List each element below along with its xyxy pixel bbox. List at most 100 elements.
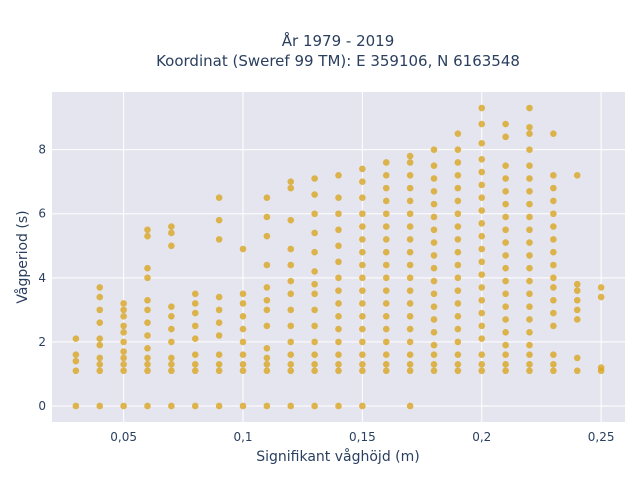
data-point[interactable]	[430, 367, 438, 375]
data-point[interactable]	[502, 351, 509, 359]
data-point[interactable]	[382, 184, 390, 192]
data-point[interactable]	[550, 361, 557, 368]
data-point[interactable]	[597, 293, 605, 301]
data-point[interactable]	[359, 287, 366, 294]
data-point[interactable]	[239, 338, 247, 346]
data-point[interactable]	[502, 162, 509, 169]
data-point[interactable]	[263, 296, 271, 304]
data-point[interactable]	[526, 130, 533, 137]
data-point[interactable]	[526, 104, 533, 112]
data-point[interactable]	[478, 207, 486, 214]
data-point[interactable]	[454, 338, 462, 346]
data-point[interactable]	[144, 232, 151, 240]
data-point[interactable]	[478, 271, 486, 278]
data-point[interactable]	[215, 351, 223, 359]
data-point[interactable]	[478, 220, 486, 227]
data-point[interactable]	[478, 284, 486, 291]
data-point[interactable]	[550, 223, 557, 230]
data-point[interactable]	[359, 165, 366, 173]
data-point[interactable]	[96, 284, 104, 291]
data-point[interactable]	[502, 290, 509, 298]
data-point[interactable]	[359, 236, 366, 243]
data-point[interactable]	[454, 351, 462, 359]
data-point[interactable]	[382, 197, 390, 205]
data-point[interactable]	[430, 351, 438, 359]
data-point[interactable]	[215, 361, 223, 368]
data-point[interactable]	[430, 200, 438, 208]
data-point[interactable]	[120, 338, 127, 346]
data-point[interactable]	[478, 322, 486, 330]
data-point[interactable]	[573, 172, 581, 179]
data-point[interactable]	[382, 236, 390, 243]
data-point[interactable]	[454, 210, 462, 218]
data-point[interactable]	[526, 264, 533, 272]
data-point[interactable]	[526, 303, 533, 310]
data-point[interactable]	[215, 293, 223, 301]
data-point[interactable]	[191, 290, 199, 298]
data-point[interactable]	[359, 351, 366, 359]
data-point[interactable]	[406, 261, 414, 269]
data-point[interactable]	[406, 351, 414, 359]
data-point[interactable]	[406, 325, 414, 333]
data-point[interactable]	[144, 367, 151, 375]
data-point[interactable]	[168, 229, 175, 237]
data-point[interactable]	[168, 338, 175, 346]
data-point[interactable]	[430, 277, 438, 285]
data-point[interactable]	[311, 268, 318, 275]
data-point[interactable]	[335, 258, 342, 266]
data-point[interactable]	[311, 210, 318, 218]
data-point[interactable]	[526, 213, 533, 221]
data-point[interactable]	[359, 402, 366, 410]
data-point[interactable]	[382, 361, 390, 368]
data-point[interactable]	[359, 312, 366, 320]
data-point[interactable]	[239, 290, 247, 298]
data-point[interactable]	[191, 367, 199, 375]
data-point[interactable]	[597, 284, 605, 291]
data-point[interactable]	[335, 312, 342, 320]
data-point[interactable]	[526, 200, 533, 208]
data-point[interactable]	[144, 361, 151, 368]
data-point[interactable]	[144, 402, 151, 410]
data-point[interactable]	[526, 277, 533, 285]
data-point[interactable]	[382, 248, 390, 256]
data-point[interactable]	[335, 172, 342, 179]
data-point[interactable]	[191, 309, 199, 317]
data-point[interactable]	[550, 210, 557, 218]
data-point[interactable]	[454, 146, 462, 153]
data-point[interactable]	[120, 312, 127, 320]
data-point[interactable]	[550, 172, 557, 179]
data-point[interactable]	[263, 213, 271, 221]
data-point[interactable]	[144, 345, 151, 352]
data-point[interactable]	[526, 341, 533, 349]
data-point[interactable]	[311, 338, 318, 346]
data-point[interactable]	[502, 226, 509, 234]
data-point[interactable]	[359, 210, 366, 218]
data-point[interactable]	[550, 322, 557, 330]
data-point[interactable]	[454, 312, 462, 320]
data-point[interactable]	[502, 328, 509, 336]
data-point[interactable]	[359, 178, 366, 186]
data-point[interactable]	[406, 287, 414, 294]
data-point[interactable]	[526, 123, 533, 131]
data-point[interactable]	[311, 367, 318, 375]
data-point[interactable]	[96, 361, 104, 368]
data-point[interactable]	[502, 188, 509, 195]
data-point[interactable]	[311, 361, 318, 368]
data-point[interactable]	[263, 367, 271, 375]
data-point[interactable]	[359, 361, 366, 368]
data-point[interactable]	[573, 367, 581, 375]
data-point[interactable]	[120, 361, 127, 368]
data-point[interactable]	[239, 312, 247, 320]
data-point[interactable]	[120, 306, 127, 314]
data-point[interactable]	[406, 361, 414, 368]
data-point[interactable]	[526, 316, 533, 323]
data-point[interactable]	[144, 296, 151, 304]
data-point[interactable]	[430, 290, 438, 298]
data-point[interactable]	[573, 280, 581, 288]
data-point[interactable]	[502, 133, 509, 141]
data-point[interactable]	[359, 338, 366, 346]
data-point[interactable]	[335, 300, 342, 307]
data-point[interactable]	[406, 312, 414, 320]
data-point[interactable]	[430, 328, 438, 336]
data-point[interactable]	[478, 367, 486, 375]
